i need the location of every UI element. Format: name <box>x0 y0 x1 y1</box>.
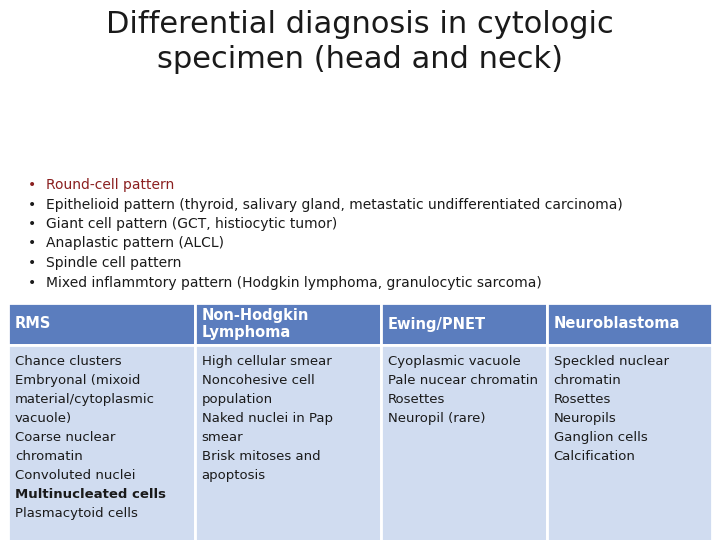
Text: Embryonal (mixoid: Embryonal (mixoid <box>15 374 140 387</box>
Text: RMS: RMS <box>15 316 51 332</box>
Bar <box>546 303 712 345</box>
Text: •: • <box>28 198 36 212</box>
Text: Round-cell pattern: Round-cell pattern <box>46 178 174 192</box>
Text: •: • <box>28 256 36 270</box>
Text: Coarse nuclear: Coarse nuclear <box>15 431 115 444</box>
Text: Anaplastic pattern (ALCL): Anaplastic pattern (ALCL) <box>46 237 224 251</box>
Text: Giant cell pattern (GCT, histiocytic tumor): Giant cell pattern (GCT, histiocytic tum… <box>46 217 337 231</box>
Text: Spindle cell pattern: Spindle cell pattern <box>46 256 181 270</box>
Text: Neuropils: Neuropils <box>554 412 616 425</box>
Text: Chance clusters: Chance clusters <box>15 355 122 368</box>
Text: Cyoplasmic vacuole: Cyoplasmic vacuole <box>388 355 521 368</box>
Text: Plasmacytoid cells: Plasmacytoid cells <box>15 507 138 520</box>
Text: •: • <box>28 275 36 289</box>
Bar <box>8 345 194 540</box>
Bar <box>8 303 194 345</box>
Text: Rosettes: Rosettes <box>554 393 611 406</box>
Text: Multinucleated cells: Multinucleated cells <box>15 488 166 501</box>
Text: Neuropil (rare): Neuropil (rare) <box>388 412 485 425</box>
Text: Ewing/PNET: Ewing/PNET <box>388 316 486 332</box>
Text: Naked nuclei in Pap: Naked nuclei in Pap <box>202 412 333 425</box>
Text: Noncohesive cell: Noncohesive cell <box>202 374 315 387</box>
Text: Rosettes: Rosettes <box>388 393 446 406</box>
Text: material/cytoplasmic: material/cytoplasmic <box>15 393 155 406</box>
Text: chromatin: chromatin <box>15 450 83 463</box>
Text: Differential diagnosis in cytologic
specimen (head and neck): Differential diagnosis in cytologic spec… <box>106 10 614 74</box>
Bar <box>381 303 546 345</box>
Text: •: • <box>28 237 36 251</box>
Text: Speckled nuclear: Speckled nuclear <box>554 355 669 368</box>
Text: Calcification: Calcification <box>554 450 636 463</box>
Text: Epithelioid pattern (thyroid, salivary gland, metastatic undifferentiated carcin: Epithelioid pattern (thyroid, salivary g… <box>46 198 623 212</box>
Text: population: population <box>202 393 273 406</box>
Bar <box>194 345 381 540</box>
Text: Non-Hodgkin
Lymphoma: Non-Hodgkin Lymphoma <box>202 308 309 340</box>
Text: •: • <box>28 178 36 192</box>
Bar <box>546 345 712 540</box>
Text: Convoluted nuclei: Convoluted nuclei <box>15 469 135 482</box>
Text: chromatin: chromatin <box>554 374 621 387</box>
Text: Brisk mitoses and: Brisk mitoses and <box>202 450 320 463</box>
Text: High cellular smear: High cellular smear <box>202 355 331 368</box>
Text: smear: smear <box>202 431 243 444</box>
Text: Neuroblastoma: Neuroblastoma <box>554 316 680 332</box>
Text: Ganglion cells: Ganglion cells <box>554 431 647 444</box>
Text: Pale nucear chromatin: Pale nucear chromatin <box>388 374 538 387</box>
Text: •: • <box>28 217 36 231</box>
Text: apoptosis: apoptosis <box>202 469 266 482</box>
Text: vacuole): vacuole) <box>15 412 72 425</box>
Bar <box>194 303 381 345</box>
Text: Mixed inflammtory pattern (Hodgkin lymphoma, granulocytic sarcoma): Mixed inflammtory pattern (Hodgkin lymph… <box>46 275 541 289</box>
Bar <box>381 345 546 540</box>
